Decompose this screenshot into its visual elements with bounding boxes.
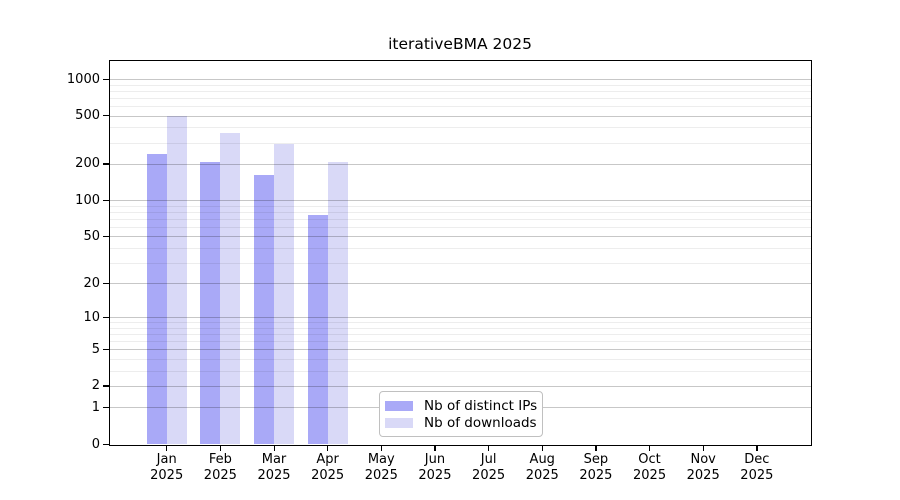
bar-downloads-feb-2025: [220, 133, 241, 444]
y-tick-label: 50: [83, 228, 100, 244]
gridline-minor: [110, 127, 811, 129]
gridline-major: [110, 236, 811, 238]
gridline-minor: [110, 327, 811, 329]
y-tick-label: 20: [83, 275, 100, 291]
gridline-minor: [110, 205, 811, 207]
x-tick-mark: [702, 445, 704, 451]
x-tick-label: Apr 2025: [311, 452, 345, 483]
y-tick-label: 1: [91, 399, 100, 415]
gridline-minor: [110, 106, 811, 107]
gridline-minor: [110, 211, 811, 213]
y-tick-mark: [103, 282, 109, 284]
y-tick-mark: [103, 316, 109, 319]
x-tick-label: Nov 2025: [686, 452, 720, 483]
gridline-minor: [110, 370, 811, 372]
x-tick-mark: [488, 445, 490, 451]
x-tick-label: Oct 2025: [633, 452, 667, 483]
gridline-minor: [110, 218, 811, 220]
x-tick-mark: [166, 445, 168, 451]
gridline-minor: [110, 359, 811, 360]
y-tick-label: 500: [75, 108, 100, 124]
legend-swatch-distinct_ips: [385, 400, 413, 411]
gridline-minor: [110, 142, 811, 144]
chart-title: iterativeBMA 2025: [388, 35, 532, 53]
x-tick-mark: [595, 445, 597, 451]
bar-downloads-apr-2025: [327, 161, 348, 444]
gridline-major: [110, 317, 811, 319]
gridline-minor: [110, 262, 811, 264]
gridline-minor: [110, 247, 811, 249]
y-tick-label: 1000: [66, 71, 100, 87]
gridline-major: [110, 283, 811, 285]
y-tick-mark: [103, 406, 109, 409]
gridline-minor: [110, 322, 811, 324]
gridline-minor: [110, 334, 811, 336]
bar-distinct_ips-apr-2025: [307, 214, 328, 444]
x-tick-label: Jul 2025: [472, 452, 506, 483]
x-tick-label: Sep 2025: [579, 452, 613, 483]
bar-downloads-mar-2025: [274, 144, 294, 444]
gridline-major: [110, 349, 811, 351]
y-tick-mark: [103, 163, 109, 165]
y-tick-label: 200: [75, 156, 100, 172]
x-tick-label: Mar 2025: [257, 452, 291, 483]
legend-label: Nb of distinct IPs: [424, 397, 538, 414]
gridline-minor: [110, 97, 811, 99]
x-tick-mark: [380, 445, 383, 451]
gridline-major: [110, 79, 811, 80]
plot-area: [109, 60, 812, 446]
x-tick-label: Jun 2025: [418, 452, 452, 483]
y-tick-mark: [103, 78, 109, 80]
y-tick-label: 0: [91, 436, 100, 452]
bar-distinct_ips-mar-2025: [254, 175, 274, 444]
x-tick-mark: [649, 445, 651, 451]
bar-distinct_ips-jan-2025: [146, 154, 167, 444]
gridline-minor: [110, 84, 811, 86]
x-tick-label: Feb 2025: [203, 452, 237, 483]
x-tick-mark: [756, 445, 758, 451]
x-tick-label: Aug 2025: [525, 452, 559, 483]
x-tick-label: Jan 2025: [150, 452, 184, 483]
y-tick-mark: [103, 348, 109, 351]
y-tick-label: 5: [91, 341, 100, 357]
y-tick-mark: [103, 443, 109, 445]
gridline-major: [110, 163, 811, 165]
x-tick-mark: [273, 445, 275, 451]
y-tick-mark: [103, 199, 109, 201]
x-tick-mark: [434, 445, 436, 451]
bar-distinct_ips-feb-2025: [200, 162, 221, 444]
legend-item: Nb of downloads: [385, 414, 537, 431]
y-tick-label: 10: [83, 309, 100, 325]
x-tick-mark: [219, 445, 222, 451]
legend-item: Nb of distinct IPs: [385, 397, 538, 414]
gridline-minor: [110, 226, 811, 228]
y-tick-mark: [103, 235, 109, 238]
y-tick-mark: [103, 385, 109, 387]
gridline-major: [110, 115, 811, 117]
gridline-minor: [110, 341, 811, 343]
y-tick-label: 2: [91, 378, 100, 394]
gridline-minor: [110, 90, 811, 92]
bar-downloads-jan-2025: [166, 115, 187, 444]
legend-label: Nb of downloads: [424, 414, 537, 431]
x-tick-mark: [541, 445, 544, 451]
x-tick-label: Dec 2025: [740, 452, 774, 483]
legend: Nb of distinct IPs Nb of downloads: [379, 391, 543, 437]
gridline-major: [110, 386, 811, 387]
y-tick-mark: [103, 115, 109, 117]
gridline-major: [110, 200, 811, 202]
x-tick-label: May 2025: [364, 452, 398, 483]
x-tick-mark: [327, 445, 329, 451]
y-tick-label: 100: [75, 192, 100, 208]
legend-swatch-downloads: [385, 417, 413, 428]
